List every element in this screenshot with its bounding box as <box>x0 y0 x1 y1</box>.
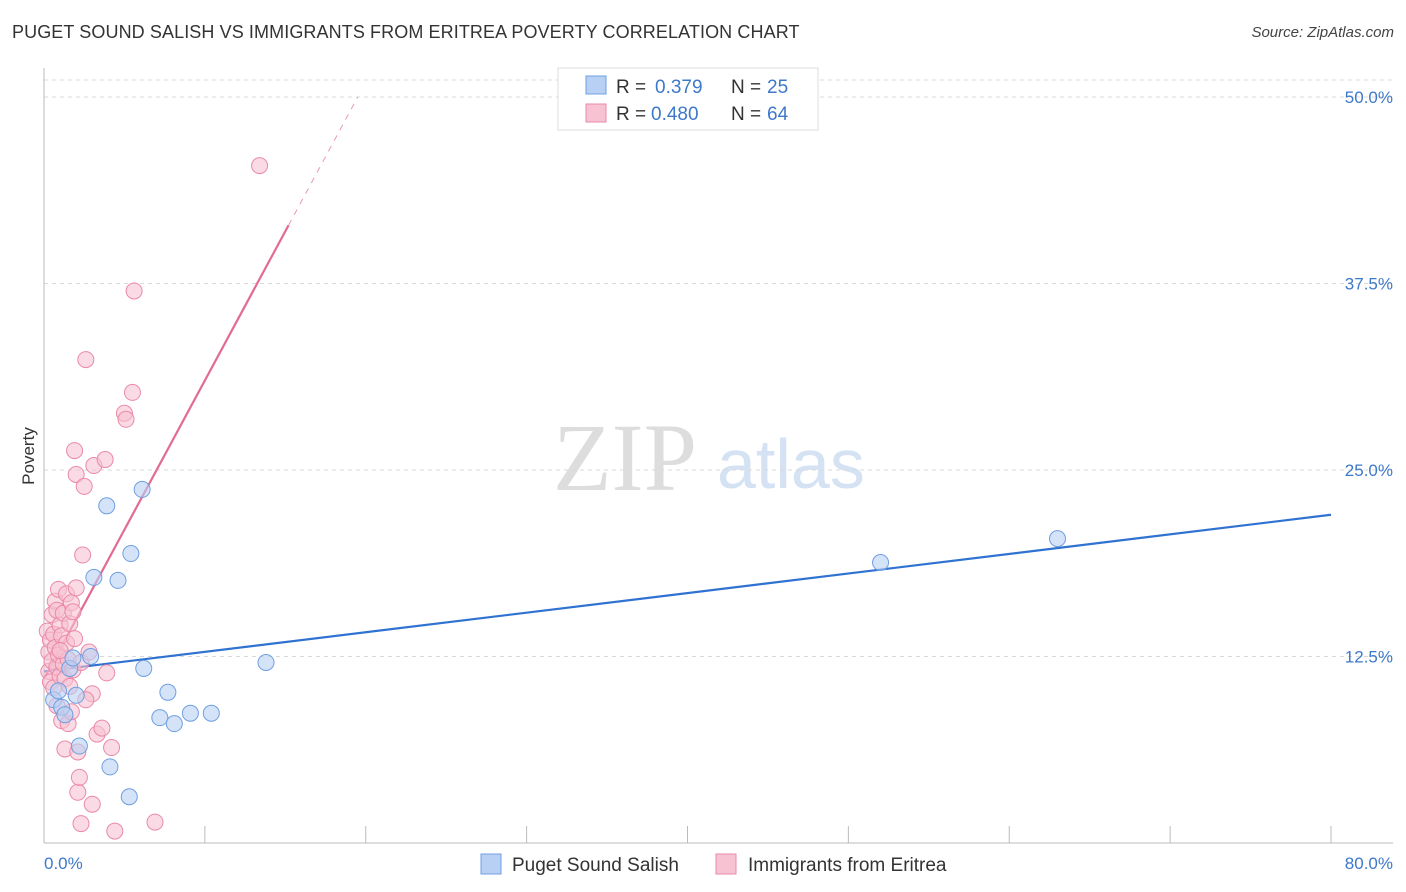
data-point-pink <box>123 383 141 401</box>
data-point-blue <box>151 709 169 727</box>
stats-legend: R = 0.379 N = 25 R = 0.480 N = 64 <box>557 67 819 131</box>
y-tick-label: 25.0% <box>1345 461 1393 480</box>
data-point-blue <box>82 648 100 665</box>
data-point-pink <box>83 795 101 813</box>
data-point-pink <box>66 630 84 648</box>
data-point-pink <box>251 157 269 175</box>
data-point-pink <box>70 768 88 786</box>
legend-r-label-pink: R = <box>616 104 646 125</box>
data-point-blue <box>202 704 220 722</box>
legend-swatch-blue <box>585 75 607 95</box>
data-point-blue <box>159 683 177 701</box>
trend-line-pink <box>43 224 290 680</box>
legend-r-value-pink: 0.480 <box>651 104 699 125</box>
data-point-blue <box>257 653 275 671</box>
data-point-blue <box>135 659 153 677</box>
y-tick-labels: 12.5% 25.0% 37.5% 50.0% <box>1345 88 1393 667</box>
data-point-pink <box>125 282 143 300</box>
data-point-blue <box>85 568 103 586</box>
y-tick-label: 37.5% <box>1345 275 1393 294</box>
data-point-blue <box>1049 530 1067 548</box>
x-tick-label-min: 0.0% <box>44 854 83 873</box>
axes-layer <box>43 68 1393 844</box>
data-point-blue <box>181 704 199 722</box>
legend-n-value-pink: 64 <box>767 104 789 125</box>
watermark-atlas: atlas <box>717 425 865 503</box>
data-point-pink <box>72 815 90 833</box>
data-point-blue <box>101 758 119 776</box>
data-point-blue <box>56 706 74 724</box>
data-point-blue <box>133 480 151 498</box>
series-legend-label-blue: Puget Sound Salish <box>512 855 679 876</box>
series-legend-swatch-blue <box>480 853 502 875</box>
data-point-pink <box>75 477 93 495</box>
data-point-pink <box>103 739 121 757</box>
data-point-blue <box>122 545 140 563</box>
legend-r-value-blue: 0.379 <box>655 77 703 98</box>
data-point-blue <box>67 686 85 704</box>
legend-n-label-blue: N = <box>731 77 761 98</box>
data-point-blue <box>64 649 82 667</box>
data-point-blue <box>120 788 138 806</box>
grid-layer <box>44 79 1393 657</box>
data-point-blue <box>165 715 183 733</box>
data-point-pink <box>146 813 164 831</box>
points-layer <box>38 157 1067 840</box>
data-point-pink <box>64 603 82 621</box>
data-point-pink <box>106 822 124 840</box>
y-axis-title: Poverty <box>19 427 38 485</box>
legend-r-label-blue: R = <box>616 77 646 98</box>
data-point-pink <box>117 410 135 428</box>
data-point-pink <box>67 465 85 483</box>
y-tick-label: 50.0% <box>1345 88 1393 107</box>
data-point-pink <box>66 442 84 460</box>
series-legend: Puget Sound Salish Immigrants from Eritr… <box>480 853 947 876</box>
chart-title: PUGET SOUND SALISH VS IMMIGRANTS FROM ER… <box>12 22 800 42</box>
x-tick-label-max: 80.0% <box>1345 854 1393 873</box>
series-legend-label-pink: Immigrants from Eritrea <box>748 855 947 876</box>
data-point-pink <box>93 719 111 737</box>
data-point-pink <box>67 579 85 597</box>
data-point-pink <box>51 642 69 660</box>
chart-source: Source: ZipAtlas.com <box>1251 24 1394 41</box>
data-point-blue <box>872 554 890 572</box>
trend-line-extension-pink <box>288 96 359 226</box>
trend-layer <box>43 96 1332 680</box>
data-point-pink <box>98 664 116 682</box>
data-point-pink <box>74 546 92 564</box>
data-point-pink <box>77 351 95 369</box>
y-tick-label: 12.5% <box>1345 648 1393 667</box>
legend-n-value-blue: 25 <box>767 77 788 98</box>
data-point-blue <box>109 571 127 589</box>
data-point-blue <box>49 682 67 700</box>
legend-n-label-pink: N = <box>731 104 761 125</box>
series-legend-swatch-pink <box>715 853 737 875</box>
trend-line-blue <box>43 513 1332 673</box>
data-point-pink <box>96 451 114 469</box>
data-point-blue <box>98 497 116 515</box>
watermark-zip: ZIP <box>553 404 697 511</box>
legend-swatch-pink <box>585 103 607 123</box>
data-point-pink <box>69 783 87 801</box>
data-point-blue <box>70 737 88 755</box>
